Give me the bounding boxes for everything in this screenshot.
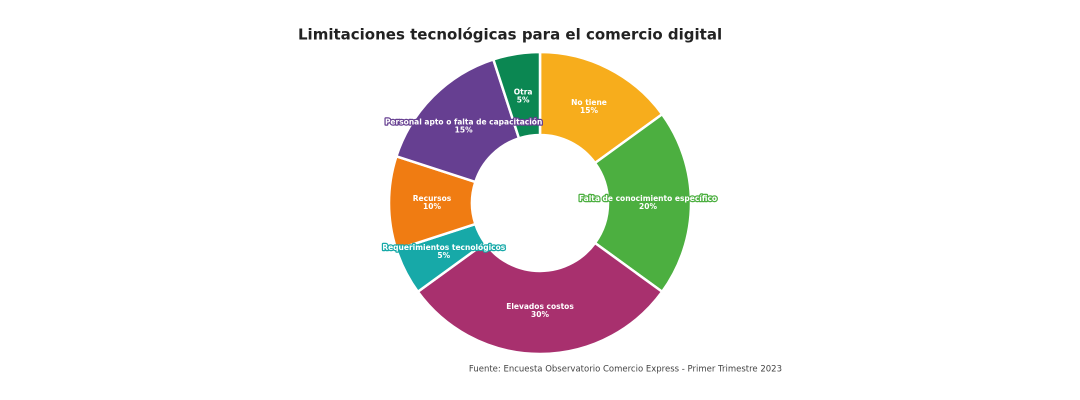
chart-title: Limitaciones tecnológicas para el comerc… (298, 26, 722, 44)
segment-value-label: 20% (639, 202, 657, 211)
segment-value-label: 5% (517, 95, 530, 104)
segment-label: Recursos (413, 194, 452, 203)
segment-label: Elevados costos (506, 302, 574, 311)
segment-label: Otra (514, 87, 533, 96)
segment-value-label: 30% (531, 310, 549, 319)
source-note: Fuente: Encuesta Observatorio Comercio E… (469, 365, 782, 375)
segment-value-label: 15% (580, 106, 598, 115)
segment-value-label: 10% (423, 202, 441, 211)
segment-label: Falta de conocimiento específico (579, 194, 717, 203)
segment-label: Requerimientos tecnológicos (382, 243, 505, 252)
donut-segment (416, 241, 664, 356)
segment-value-label: 15% (455, 126, 473, 135)
segment-label: No tiene (571, 98, 607, 107)
donut-segment (593, 112, 693, 294)
segment-value-label: 5% (437, 251, 450, 260)
segment-label: Personal apto o falta de capacitación (385, 118, 542, 127)
donut-segment (491, 50, 542, 140)
